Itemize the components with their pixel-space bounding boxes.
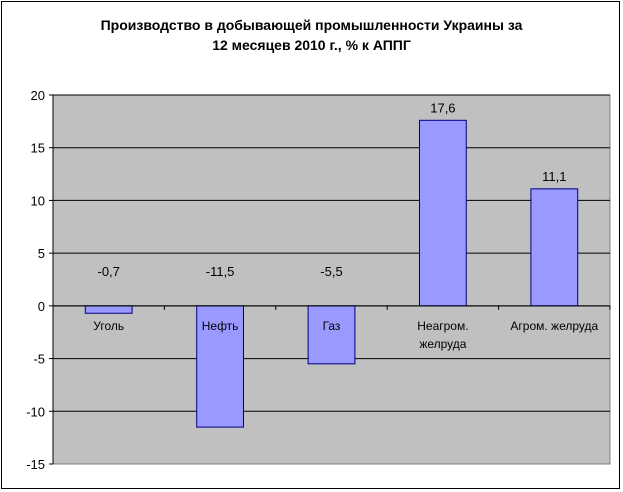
category-label: Газ bbox=[323, 319, 341, 333]
bar bbox=[84, 305, 133, 314]
category-label: Нефть bbox=[202, 319, 239, 333]
y-tick-label: 0 bbox=[38, 299, 45, 314]
category-label: желруда bbox=[419, 337, 466, 351]
y-tick-label: 15 bbox=[31, 141, 45, 156]
data-label: 17,6 bbox=[430, 100, 455, 115]
category-label: Агром. желруда bbox=[510, 319, 598, 333]
y-tick-label: -10 bbox=[26, 404, 45, 419]
y-tick-label: 5 bbox=[38, 246, 45, 261]
bars bbox=[84, 119, 579, 428]
y-tick-label: 10 bbox=[31, 193, 45, 208]
bar bbox=[530, 188, 579, 307]
data-label: -0,7 bbox=[97, 264, 119, 279]
y-tick-label: 20 bbox=[31, 88, 45, 103]
category-label: Уголь bbox=[93, 319, 124, 333]
bar bbox=[419, 119, 467, 307]
labels: -15 -10 -5 0 5 10 15 20 -0,7 Уголь -11,5 Нефть -5,5 Г… bbox=[26, 88, 598, 472]
bar bbox=[307, 305, 356, 365]
y-tick-label: -15 bbox=[26, 457, 45, 472]
chart-title-line-1: Производство в добывающей промышленности… bbox=[100, 17, 523, 33]
y-tick-label: -5 bbox=[33, 352, 45, 367]
chart-title-line-2: 12 месяцев 2010 г., % к АППГ bbox=[212, 37, 411, 53]
data-label: -5,5 bbox=[320, 264, 342, 279]
chart-title: Производство в добывающей промышленности… bbox=[0, 15, 623, 55]
category-label: Неагром. bbox=[417, 319, 468, 333]
plot-area bbox=[52, 94, 611, 465]
axes bbox=[49, 94, 611, 465]
data-label: -11,5 bbox=[206, 264, 235, 279]
data-label: 11,1 bbox=[542, 169, 566, 184]
